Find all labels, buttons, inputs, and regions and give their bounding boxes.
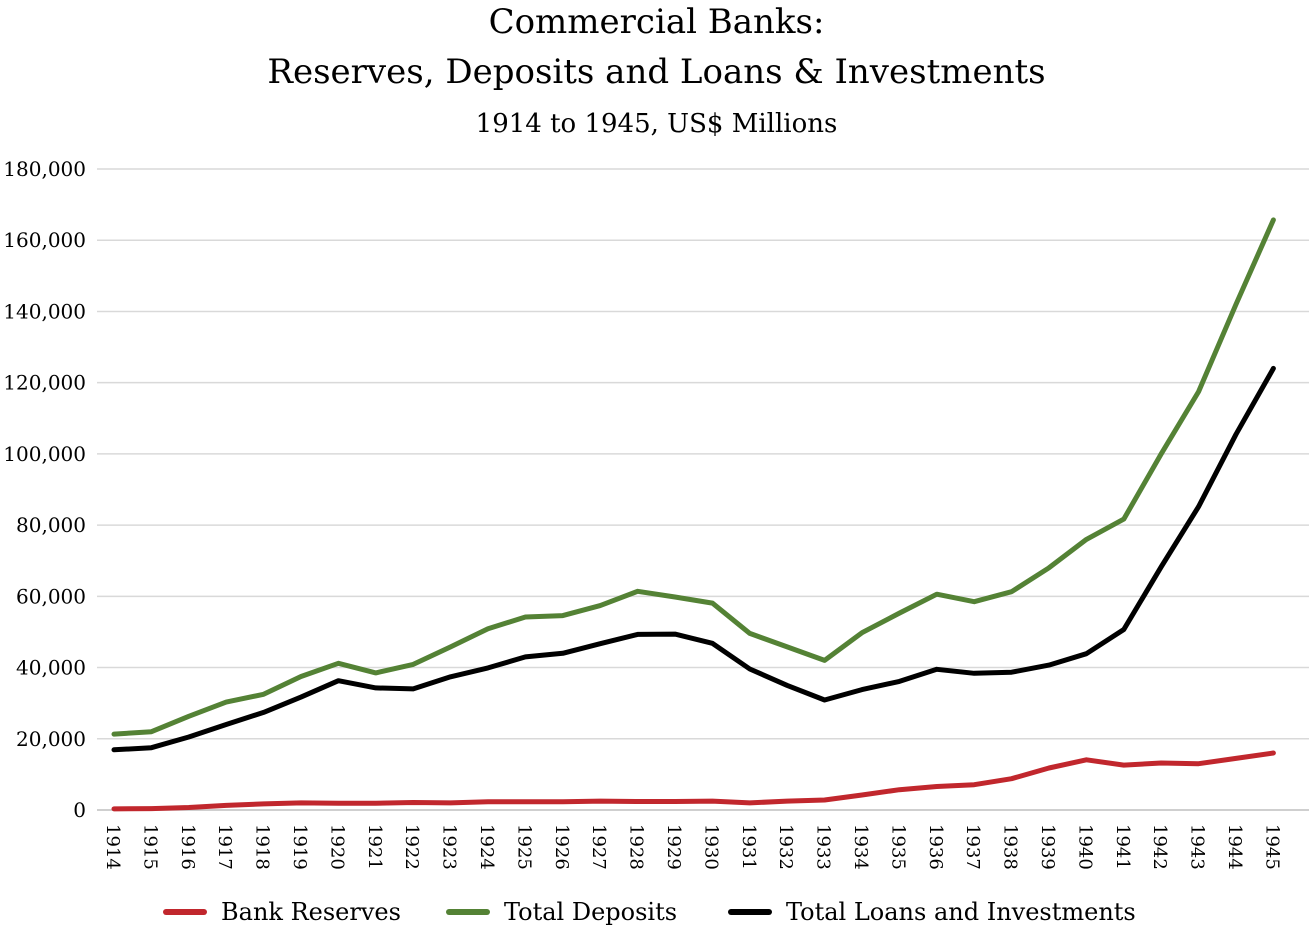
legend-swatch-total-loans xyxy=(728,909,772,915)
legend-item-total-loans: Total Loans and Investments xyxy=(728,896,1136,928)
y-tick-label-8: 160,000 xyxy=(3,228,86,252)
x-tick-label-1925: 1925 xyxy=(513,824,534,870)
x-tick-label-1930: 1930 xyxy=(700,824,721,870)
x-tick-label-1926: 1926 xyxy=(551,824,572,870)
y-tick-label-7: 140,000 xyxy=(3,299,86,323)
x-tick-label-1915: 1915 xyxy=(139,824,160,870)
x-tick-label-1939: 1939 xyxy=(1037,824,1058,870)
x-tick-label-1943: 1943 xyxy=(1187,824,1208,870)
legend: Bank Reserves Total Deposits Total Loans… xyxy=(0,896,1313,928)
x-tick-label-1924: 1924 xyxy=(476,824,497,870)
legend-item-total-deposits: Total Deposits xyxy=(446,896,677,928)
series-line-total-deposits xyxy=(111,217,1276,737)
y-tick-label-9: 180,000 xyxy=(3,157,86,181)
y-tick-label-1: 20,000 xyxy=(16,727,86,751)
y-axis: 0 20,000 40,000 60,000 80,000 100,000 120,000 1… xyxy=(3,157,86,822)
line-chart: 0 20,000 40,000 60,000 80,000 100,000 120,000 1… xyxy=(3,157,1309,870)
y-tick-label-2: 40,000 xyxy=(16,656,86,680)
x-tick-label-1914: 1914 xyxy=(102,824,123,870)
x-tick-label-1916: 1916 xyxy=(177,824,198,870)
x-tick-label-1936: 1936 xyxy=(925,824,946,870)
x-tick-label-1927: 1927 xyxy=(588,824,609,870)
x-tick-label-1932: 1932 xyxy=(775,824,796,870)
series-lines xyxy=(111,217,1276,812)
y-tick-label-4: 80,000 xyxy=(16,513,86,537)
legend-label-total-deposits: Total Deposits xyxy=(504,898,678,926)
y-tick-label-5: 100,000 xyxy=(3,442,86,466)
x-tick-label-1922: 1922 xyxy=(401,824,422,870)
gridlines xyxy=(97,168,1309,811)
legend-label-bank-reserves: Bank Reserves xyxy=(221,898,401,926)
x-tick-label-1940: 1940 xyxy=(1074,824,1095,870)
legend-label-total-loans: Total Loans and Investments xyxy=(786,898,1136,926)
chart-title: Commercial Banks: xyxy=(488,2,825,42)
x-tick-label-1942: 1942 xyxy=(1149,824,1170,870)
chart-subtitle: 1914 to 1945, US$ Millions xyxy=(475,109,838,139)
x-tick-label-1934: 1934 xyxy=(850,824,871,870)
legend-item-bank-reserves: Bank Reserves xyxy=(163,896,401,928)
x-tick-label-1917: 1917 xyxy=(214,824,235,870)
series-line-total-loans-and-investments xyxy=(111,365,1276,753)
series-line-bank-reserves xyxy=(111,750,1276,812)
x-tick-label-1935: 1935 xyxy=(887,824,908,870)
legend-swatch-total-deposits xyxy=(446,909,490,915)
y-tick-label-6: 120,000 xyxy=(3,371,86,395)
x-tick-label-1937: 1937 xyxy=(962,824,983,870)
y-tick-label-3: 60,000 xyxy=(16,584,86,608)
x-tick-label-1921: 1921 xyxy=(364,824,385,870)
x-tick-label-1945: 1945 xyxy=(1261,824,1282,870)
legend-swatch-bank-reserves xyxy=(163,909,207,915)
x-tick-label-1941: 1941 xyxy=(1112,824,1133,870)
x-tick-label-1920: 1920 xyxy=(326,824,347,870)
x-tick-label-1919: 1919 xyxy=(289,824,310,870)
x-axis: 1914 1915 1916 1917 1918 1919 1920 1921 1922 1923… xyxy=(102,824,1282,870)
chart-title-line2: Reserves, Deposits and Loans & Investmen… xyxy=(267,52,1046,92)
x-tick-label-1931: 1931 xyxy=(738,824,759,870)
x-tick-label-1918: 1918 xyxy=(252,824,273,870)
x-tick-label-1928: 1928 xyxy=(626,824,647,870)
y-tick-label-0: 0 xyxy=(73,798,86,822)
x-tick-label-1933: 1933 xyxy=(813,824,834,870)
x-tick-label-1944: 1944 xyxy=(1224,824,1245,870)
x-tick-label-1929: 1929 xyxy=(663,824,684,870)
x-tick-label-1923: 1923 xyxy=(439,824,460,870)
x-tick-label-1938: 1938 xyxy=(1000,824,1021,870)
